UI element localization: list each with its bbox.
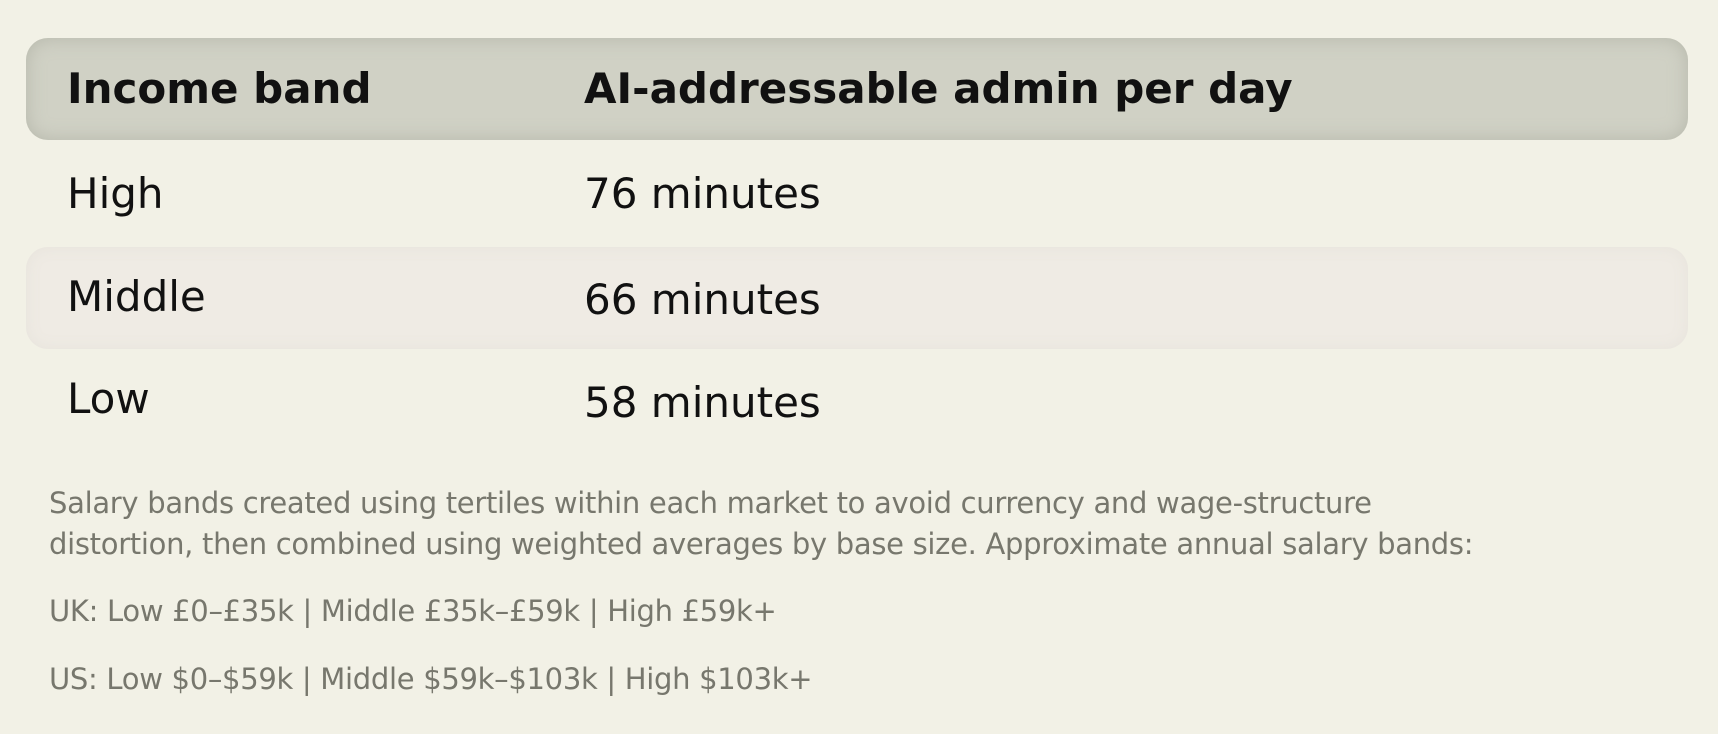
footnote-uk-bands: UK: Low £0–£35k | Middle £35k–£59k | Hig… [49,594,777,628]
header-income-band: Income band [67,64,372,113]
row-middle-value: 66 minutes [584,275,821,324]
row-middle-band: Middle [67,272,206,321]
row-high-value: 76 minutes [584,169,821,218]
row-low-value: 58 minutes [584,378,821,427]
footnote-line-2: distortion, then combined using weighted… [49,527,1474,561]
footnote-line-1: Salary bands created using tertiles with… [49,486,1372,520]
table-row-highlight [26,247,1688,349]
table-header-row [26,38,1688,140]
row-high-band: High [67,169,164,218]
header-admin-per-day: AI-addressable admin per day [584,64,1293,113]
footnote-us-bands: US: Low $0–$59k | Middle $59k–$103k | Hi… [49,662,813,696]
row-low-band: Low [67,374,150,423]
